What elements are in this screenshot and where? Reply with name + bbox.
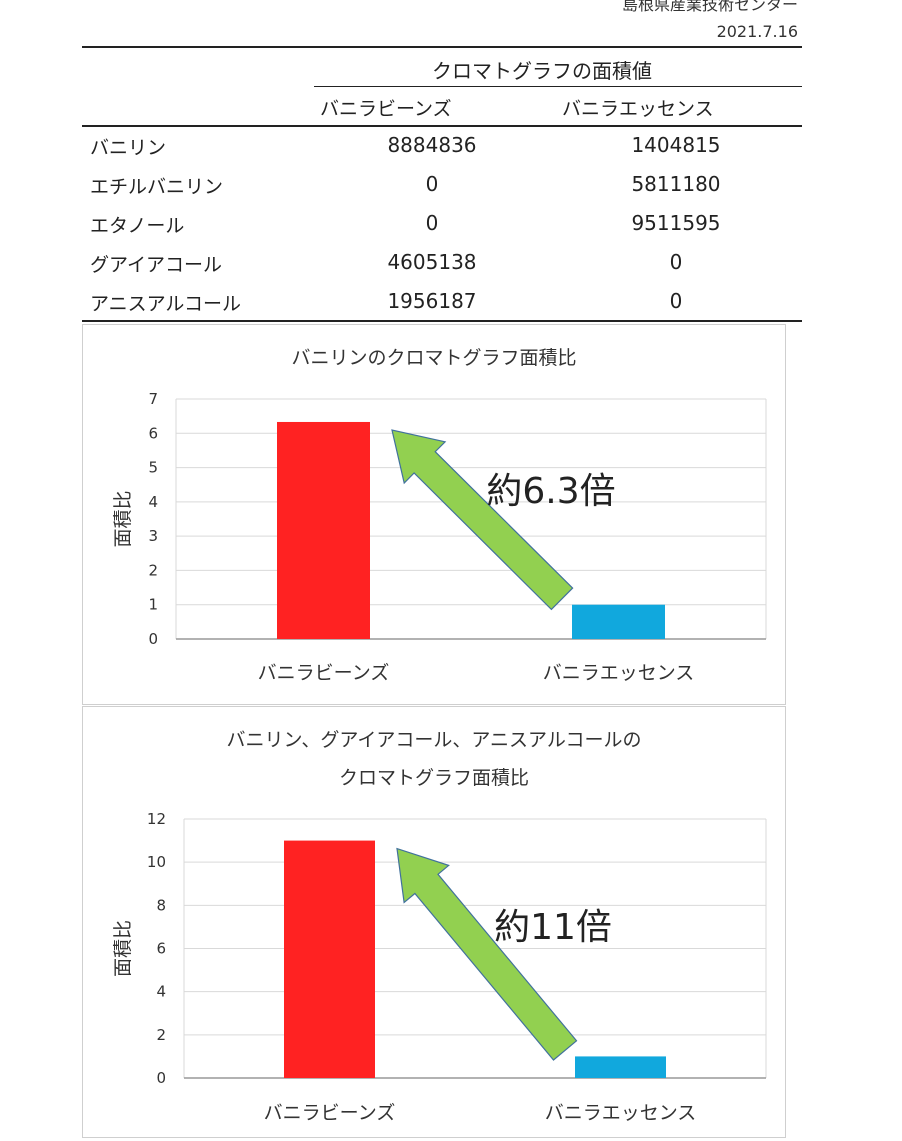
column-header-beans: バニラビーンズ (320, 98, 452, 120)
y-tick-label: 3 (148, 527, 158, 545)
y-tick-label: 1 (148, 596, 158, 614)
report-date: 2021.7.16 (716, 22, 798, 41)
y-tick-label: 6 (156, 940, 166, 958)
organization-name: 島根県産業技術センター (621, 0, 798, 14)
y-tick-label: 2 (148, 561, 158, 579)
x-category-label: バニラビーンズ (258, 662, 390, 684)
ratio-annotation: 約11倍 (494, 907, 612, 948)
y-tick-label: 4 (148, 493, 158, 511)
essence-value: 5811180 (631, 172, 721, 196)
column-header-essence: バニラエッセンス (562, 98, 714, 120)
y-tick-label: 0 (156, 1069, 166, 1087)
essence-value: 9511595 (631, 211, 721, 235)
beans-value: 8884836 (387, 133, 477, 157)
essence-value: 0 (669, 250, 683, 274)
compound-name: バニリン (90, 137, 167, 159)
compound-name: エタノール (90, 215, 185, 237)
ratio-arrow (391, 429, 574, 611)
beans-value: 1956187 (387, 289, 477, 313)
y-axis-label: 面積比 (112, 920, 134, 977)
y-tick-label: 5 (148, 459, 158, 477)
y-tick-label: 10 (147, 853, 166, 871)
beans-value: 0 (425, 211, 439, 235)
table-bottom-rule (82, 320, 802, 322)
table-header-rule (82, 125, 802, 127)
y-tick-label: 6 (148, 424, 158, 442)
chart-panel-vanillin: バニリンのクロマトグラフ面積比 0 1 2 3 4 5 6 7 面積比バニラビーンズ バニラエッセン… (82, 324, 786, 705)
ratio-arrow (396, 847, 578, 1061)
ratio-annotation: 約6.3倍 (486, 471, 615, 512)
chart-title: バニリン、グアイアコール、アニスアルコールの (227, 729, 642, 751)
x-category-label: バニラビーンズ (264, 1102, 396, 1124)
bar-vanilla-essence (572, 604, 665, 639)
bar-vanilla-beans (284, 840, 375, 1078)
compound-name: グアイアコール (90, 254, 223, 276)
chart-subtitle: クロマトグラフ面積比 (339, 767, 529, 789)
essence-value: 0 (669, 289, 683, 313)
x-category-label: バニラエッセンス (545, 1102, 697, 1124)
table-group-rule (314, 86, 802, 87)
chart-title: バニリンのクロマトグラフ面積比 (291, 347, 576, 369)
chart-panel-combined: バニリン、グアイアコール、アニスアルコールの クロマトグラフ面積比 0 2 4 6 8 10 1… (82, 706, 786, 1138)
y-tick-label: 2 (156, 1026, 166, 1044)
y-axis-label: 面積比 (112, 490, 134, 547)
y-tick-label: 4 (156, 983, 166, 1001)
compound-name: アニスアルコール (90, 293, 242, 315)
x-category-label: バニラエッセンス (543, 662, 695, 684)
table-group-header: クロマトグラフの面積値 (432, 59, 652, 83)
y-tick-label: 7 (148, 390, 158, 408)
beans-value: 4605138 (387, 250, 477, 274)
table-top-rule (82, 46, 802, 48)
y-tick-label: 12 (147, 810, 166, 828)
compound-name: エチルバニリン (90, 176, 224, 198)
beans-value: 0 (425, 172, 439, 196)
bar-vanilla-essence (575, 1056, 666, 1078)
y-tick-label: 8 (156, 896, 166, 914)
y-tick-label: 0 (148, 630, 158, 648)
bar-vanilla-beans (277, 421, 370, 639)
essence-value: 1404815 (631, 133, 721, 157)
